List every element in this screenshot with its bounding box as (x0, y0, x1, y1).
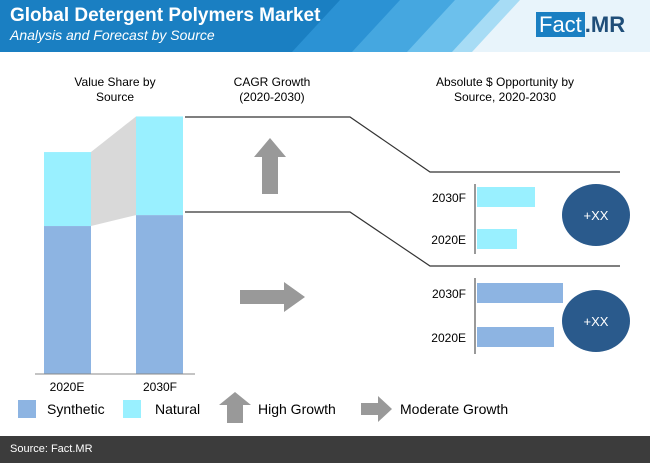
legend-high-growth-label: High Growth (258, 401, 336, 417)
market-chart: Value Share by Source CAGR Growth (2020-… (18, 75, 630, 423)
bar-natural-2020e (44, 152, 91, 227)
legend-natural-swatch (123, 400, 141, 418)
bar-synthetic-2030f (136, 215, 183, 374)
source-note: Source: Fact.MR (10, 443, 93, 455)
page-title: Global Detergent Polymers Market (10, 5, 321, 26)
hbar-label-synthetic-2020e: 2020E (431, 331, 466, 345)
bar-natural-2030f (136, 116, 183, 216)
natural-top-line (185, 116, 620, 173)
opportunity-value-synthetic: +XX (584, 314, 609, 329)
cagr-title-line2: (2020-2030) (239, 90, 304, 104)
opportunity-title-line1: Absolute $ Opportunity by (436, 75, 574, 89)
header-banner: Global Detergent Polymers Market Analysi… (0, 0, 650, 52)
category-label-2020e: 2020E (50, 380, 85, 394)
opportunity-value-natural: +XX (584, 208, 609, 223)
divider-line (185, 211, 620, 267)
legend-moderate-growth-label: Moderate Growth (400, 401, 508, 417)
factmr-logo: Fact .MR (536, 12, 625, 38)
legend-moderate-growth-arrow (361, 396, 392, 422)
logo-main: Fact (536, 12, 585, 37)
cagr-title-line1: CAGR Growth (234, 75, 311, 89)
legend-natural-label: Natural (155, 401, 200, 417)
opportunity-circle-natural (562, 184, 630, 246)
value-share-title-line1: Value Share by (74, 75, 155, 89)
hbar-label-synthetic-2030f: 2030F (432, 287, 466, 301)
legend-synthetic-swatch (18, 400, 36, 418)
logo-dot: . (584, 12, 591, 37)
hbar-label-natural-2020e: 2020E (431, 233, 466, 247)
opportunity-title-line2: Source, 2020-2030 (454, 90, 556, 104)
footer-bar: Source: Fact.MR (0, 436, 650, 463)
bar-synthetic-2020e (44, 226, 91, 374)
high-growth-arrow (254, 138, 286, 194)
hbar-natural-2030f (477, 187, 535, 207)
hbar-natural-2020e (477, 229, 517, 249)
page-subtitle: Analysis and Forecast by Source (10, 27, 215, 43)
bar-connector (91, 116, 136, 227)
moderate-growth-arrow (240, 282, 305, 312)
legend-synthetic-label: Synthetic (47, 401, 105, 417)
opportunity-circle-synthetic (562, 290, 630, 352)
hbar-synthetic-2020e (477, 327, 554, 347)
legend-high-growth-arrow (219, 392, 251, 423)
category-label-2030f: 2030F (143, 380, 177, 394)
logo-suffix: MR (590, 12, 626, 37)
value-share-title-line2: Source (96, 90, 134, 104)
hbar-synthetic-2030f (477, 283, 563, 303)
hbar-label-natural-2030f: 2030F (432, 191, 466, 205)
